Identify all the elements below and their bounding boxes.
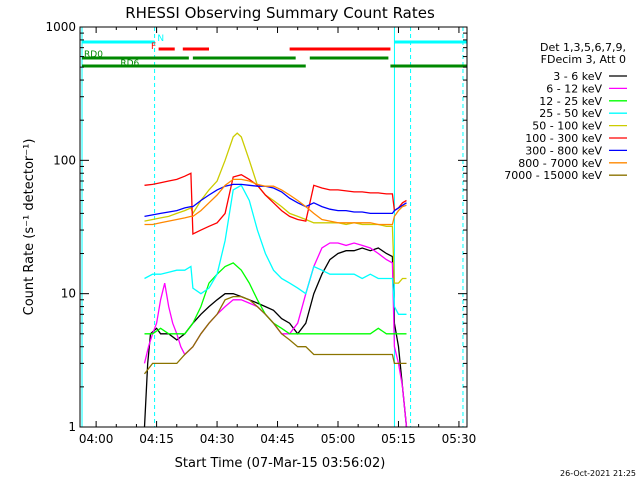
x-tick-label-5: 05:15: [381, 432, 416, 446]
legend-label-3: 25 - 50 keV: [539, 107, 602, 120]
series-line-6: [144, 183, 407, 218]
status-label-f: F: [151, 42, 156, 52]
y-tick-label-1: 10: [61, 287, 76, 301]
legend: Det 1,3,5,6,7,9,FDecim 3, Att 0 3 - 6 keV…: [504, 41, 627, 182]
x-tick-label-0: 04:00: [79, 432, 114, 446]
series-line-3: [144, 184, 407, 315]
y-axis-ticks: 1 10 100 1000: [45, 20, 467, 434]
legend-label-8: 7000 - 15000 keV: [504, 169, 602, 182]
legend-label-1: 6 - 12 keV: [546, 82, 602, 95]
series-line-2: [144, 262, 407, 335]
series-line-8: [143, 295, 407, 375]
y-axis-label: Count Rate (s⁻¹ detector⁻¹): [22, 139, 37, 316]
legend-label-5: 100 - 300 keV: [525, 132, 602, 145]
series-lines: [143, 132, 408, 428]
series-line-5: [144, 172, 407, 236]
legend-label-7: 800 - 7000 keV: [518, 157, 602, 170]
series-line-7: [144, 178, 407, 226]
legend-header-1: FDecim 3, Att 0: [541, 53, 626, 66]
y-tick-label-2: 100: [53, 153, 76, 167]
x-tick-label-2: 04:30: [200, 432, 235, 446]
x-tick-label-4: 05:00: [321, 432, 356, 446]
x-tick-label-1: 04:15: [139, 432, 174, 446]
plot-frame: [79, 26, 468, 428]
legend-label-2: 12 - 25 keV: [539, 95, 602, 108]
x-tick-label-6: 05:30: [442, 432, 477, 446]
legend-label-0: 3 - 6 keV: [553, 70, 602, 83]
x-axis-ticks: 04:00 04:15 04:30 04:45 05:00 05:15 05:30: [79, 27, 476, 446]
legend-header-0: Det 1,3,5,6,7,9,: [540, 41, 626, 54]
y-tick-label-0: 1: [68, 420, 76, 434]
vertical-marker-lines: [81, 27, 464, 427]
status-label-n: N: [157, 34, 164, 44]
x-tick-label-3: 04:45: [260, 432, 295, 446]
series-line-0: [143, 247, 408, 428]
status-bars: NF RD0 RD6: [82, 34, 467, 69]
footer-timestamp: 26-Oct-2021 21:25: [560, 469, 636, 478]
x-axis-label: Start Time (07-Mar-15 03:56:02): [175, 456, 386, 471]
legend-label-4: 50 - 100 keV: [532, 120, 602, 133]
y-tick-label-3: 1000: [45, 20, 76, 34]
status-label-rd0: RD0: [84, 50, 103, 60]
status-label-rd6: RD6: [120, 59, 139, 69]
legend-label-6: 300 - 800 keV: [525, 144, 602, 157]
chart-title: RHESSI Observing Summary Count Rates: [125, 4, 435, 22]
